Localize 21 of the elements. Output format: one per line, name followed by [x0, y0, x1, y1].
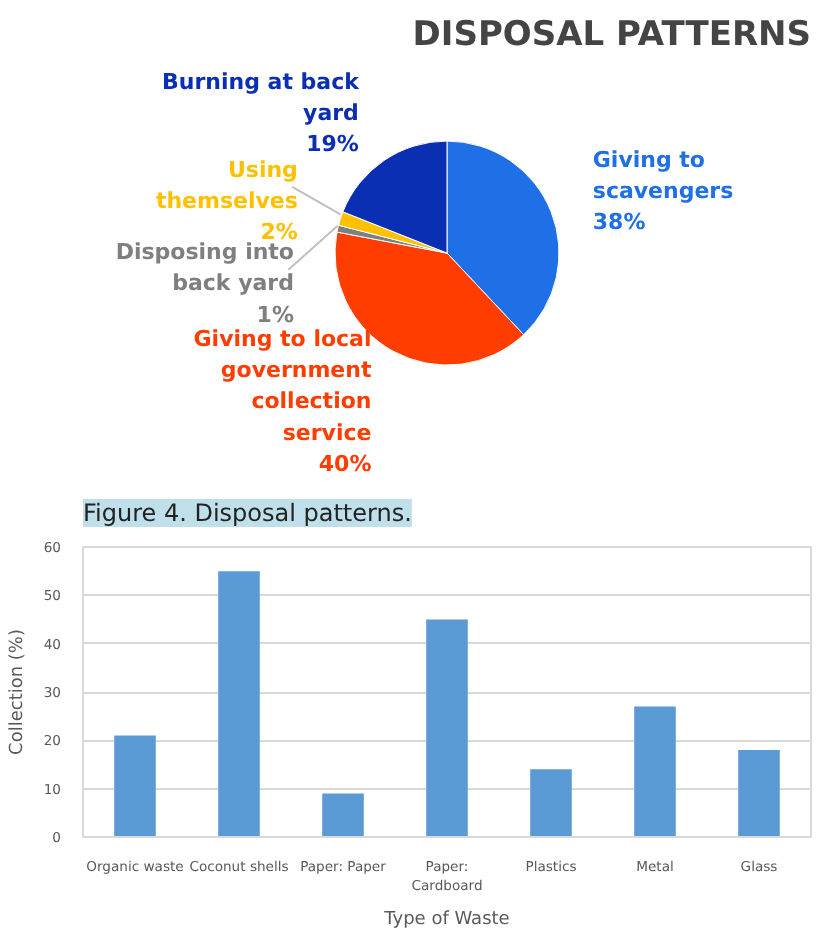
bar: [426, 619, 468, 837]
data-label: 2%: [260, 218, 298, 245]
data-label: 38%: [592, 208, 646, 235]
y-axis-title: Collection (%): [7, 629, 28, 755]
bar: [530, 769, 572, 837]
bar: [218, 571, 260, 837]
chart-title: DISPOSAL PATTERNS: [412, 15, 812, 55]
bar: [114, 735, 156, 837]
slice-label: Giving to scavengers: [592, 146, 735, 204]
slice-label: Disposing into back yard: [115, 239, 295, 297]
bar: [634, 706, 676, 837]
slice-label: Using themselves: [155, 156, 299, 214]
bar: [738, 750, 780, 837]
data-label: 19%: [306, 131, 359, 158]
slice-label: Burning at back yard: [162, 68, 361, 127]
caption: Figure 4. Disposal patterns.: [83, 499, 412, 527]
data-label: 1%: [256, 301, 294, 328]
x-axis-title: Type of Waste: [382, 910, 511, 931]
slice-label: Giving to local government collection service: [193, 325, 372, 446]
data-label: 40%: [318, 450, 372, 477]
bar: [322, 793, 364, 837]
